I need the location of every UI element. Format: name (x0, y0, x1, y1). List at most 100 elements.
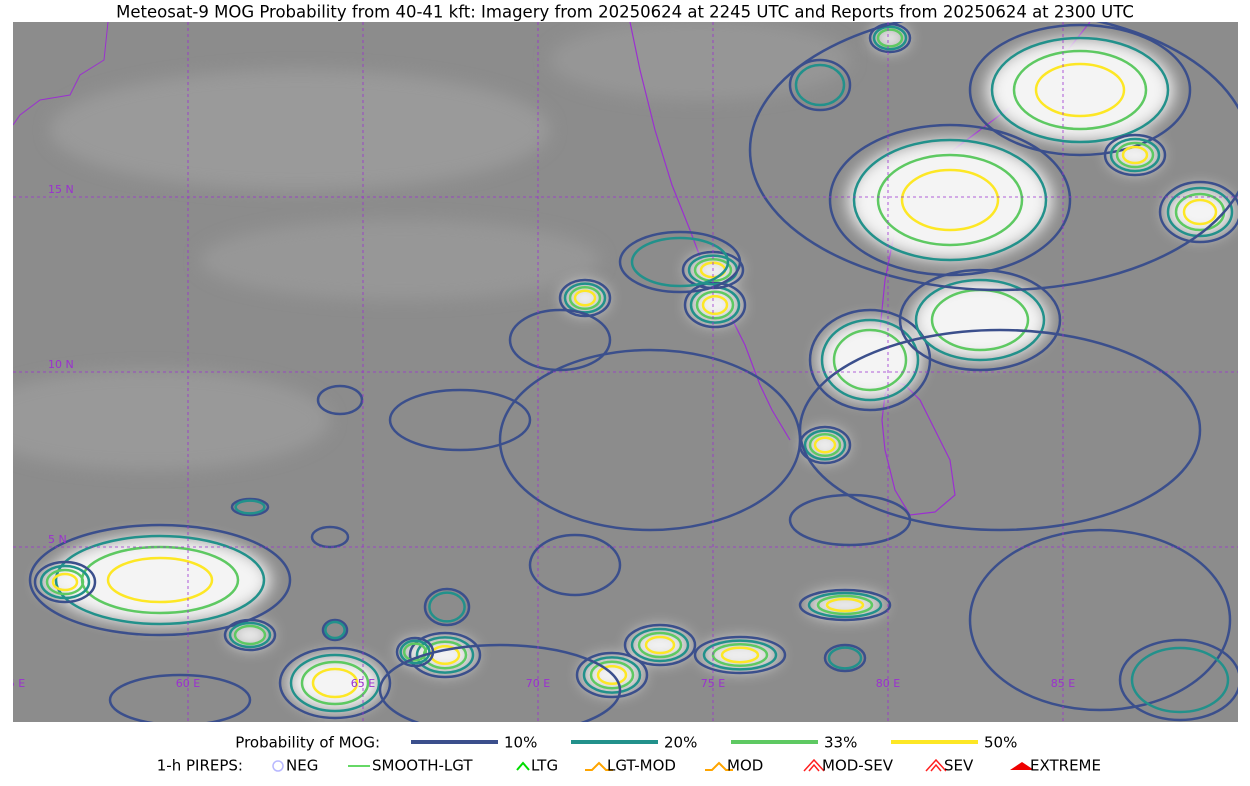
contour (408, 631, 482, 679)
contour (876, 28, 904, 48)
contour (234, 499, 266, 515)
contour (423, 587, 471, 627)
lon-label: 80 E (876, 677, 900, 690)
contour (720, 646, 760, 664)
contour (876, 153, 1024, 247)
contour (1034, 62, 1126, 118)
contour (828, 123, 1072, 277)
lon-label: 65 E (351, 677, 375, 690)
contour (51, 572, 79, 592)
contour (402, 642, 428, 662)
contour (798, 328, 1202, 532)
contour (794, 63, 846, 107)
contour (1121, 145, 1149, 165)
contour (278, 646, 392, 720)
legend-item: LTG (531, 757, 558, 775)
legend-item: 20% (664, 734, 697, 752)
contour (914, 278, 1046, 362)
contour (1182, 198, 1218, 226)
contour (637, 631, 683, 659)
contour (378, 643, 622, 722)
contour (233, 624, 267, 646)
contour (223, 618, 277, 652)
contour (813, 436, 837, 454)
legend-item: LGT-MOD (607, 757, 676, 775)
lon-label: 55 E (1, 677, 25, 690)
legend-item: EXTREME (1030, 757, 1101, 775)
contour (968, 528, 1232, 712)
contour (388, 388, 532, 452)
lat-label: 15 N (48, 183, 74, 196)
contour (1130, 646, 1230, 714)
contour (415, 636, 475, 674)
contour (563, 282, 607, 314)
legend-item: 33% (824, 734, 857, 752)
contour (1109, 137, 1161, 173)
contour (695, 290, 735, 320)
cloud-top (848, 140, 1052, 260)
contour (900, 168, 1000, 232)
contour (827, 646, 863, 670)
pirep-icon (705, 761, 733, 771)
legend-item: SEV (944, 757, 974, 775)
contour (1118, 638, 1238, 722)
lon-label: 75 E (701, 677, 725, 690)
contour (582, 656, 642, 694)
lat-label: 5 N (48, 533, 67, 546)
contour (54, 534, 266, 626)
contour (623, 623, 697, 667)
contour (803, 429, 847, 461)
contour (324, 620, 346, 640)
contour (573, 289, 597, 307)
contour (45, 568, 85, 596)
contour (310, 525, 350, 549)
contour (596, 664, 628, 686)
legend-item: MOD-SEV (822, 757, 894, 775)
legend-label: Probability of MOG: (235, 734, 380, 752)
cloud-top (986, 38, 1174, 142)
contour (990, 36, 1170, 144)
legend-item: MOD (727, 757, 763, 775)
legend-item: 10% (504, 734, 537, 752)
contour (289, 653, 381, 713)
contour (823, 643, 867, 673)
contour (108, 673, 252, 722)
legend-item: NEG (286, 757, 318, 775)
contour (528, 533, 622, 597)
contour (832, 328, 908, 392)
contour (106, 556, 214, 604)
contour (852, 138, 1048, 262)
map: 55 E 60 E 65 E 70 E 75 E 80 E 85 E 15 N 10 N 5 N (1, 22, 1238, 722)
contour (788, 58, 852, 112)
contour (508, 308, 612, 372)
contour (300, 660, 370, 706)
coastline (881, 379, 956, 516)
pirep-icon (516, 761, 530, 771)
lon-label: 70 E (526, 677, 550, 690)
pirep-icon (272, 760, 284, 772)
contour (798, 588, 892, 622)
contour (968, 23, 1192, 157)
contour (618, 230, 742, 294)
legend-label: 1-h PIREPS: (157, 757, 243, 775)
pirep-icon (585, 761, 613, 771)
contour (28, 523, 292, 637)
contour (1012, 49, 1148, 131)
contour (33, 560, 97, 604)
contour (872, 25, 908, 51)
pirep-icon (925, 758, 947, 772)
contour (1115, 141, 1155, 169)
legend-item: SMOOTH-LGT (372, 757, 473, 775)
contour (311, 667, 359, 699)
contour (816, 594, 874, 616)
contour (693, 635, 787, 675)
lat-label: 10 N (48, 358, 74, 371)
lon-label: 85 E (1051, 677, 1075, 690)
contour (228, 621, 272, 649)
contour (630, 236, 730, 288)
pirep-icon (803, 758, 825, 772)
contour (429, 644, 461, 666)
contour (807, 591, 883, 619)
contour (702, 639, 778, 671)
contour (589, 660, 635, 690)
